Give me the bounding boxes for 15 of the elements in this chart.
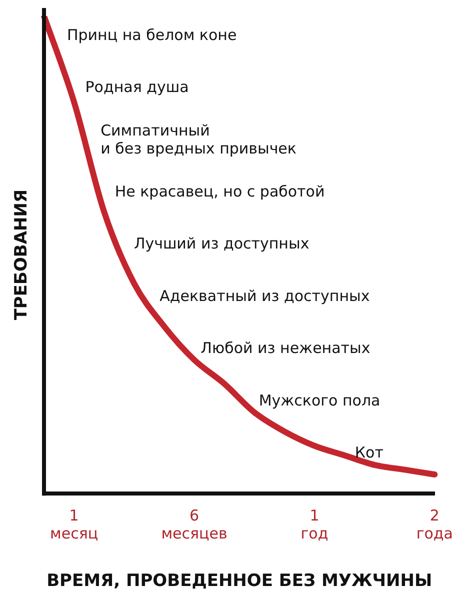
annotation: Лучший из доступных [134, 234, 310, 253]
x-tick-label: 1 месяц [50, 506, 98, 542]
y-axis-title: ТРЕБОВАНИЯ [11, 189, 32, 320]
x-tick-label: 1 год [300, 506, 328, 542]
x-tick-label: 6 месяцев [161, 506, 228, 542]
annotation: Адекватный из доступных [160, 286, 370, 305]
annotation: Принц на белом коне [66, 26, 237, 44]
annotation: Не красавец, но с работой [114, 182, 325, 200]
x-axis-title: ВРЕМЯ, ПРОВЕДЕННОЕ БЕЗ МУЖЧИНЫ [46, 571, 432, 592]
annotation: Родная душа [85, 78, 189, 96]
annotation: Мужского пола [258, 391, 380, 410]
x-tick-label: 2 года [416, 506, 453, 542]
annotation: Любой из неженатых [200, 339, 370, 358]
annotation: Кот [354, 443, 384, 462]
annotation: Симпатичный и без вредных привычек [100, 121, 296, 158]
